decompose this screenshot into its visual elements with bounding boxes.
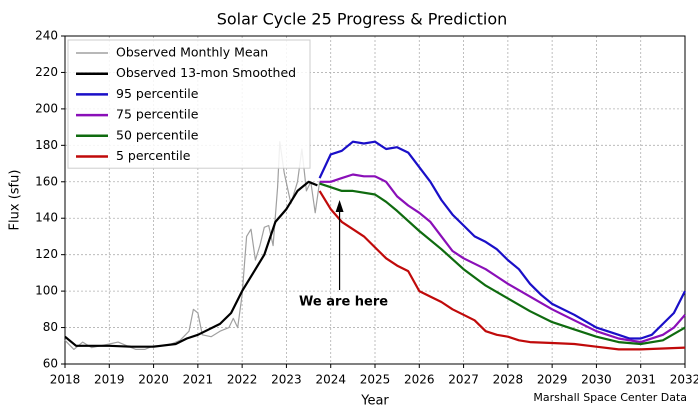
x-tick-label: 2020 [138,373,169,387]
y-tick-label: 240 [35,29,58,43]
x-tick-label: 2026 [404,373,435,387]
x-tick-label: 2032 [670,373,698,387]
x-tick-label: 2021 [183,373,214,387]
x-tick-label: 2027 [448,373,479,387]
x-tick-label: 2029 [537,373,568,387]
y-tick-label: 160 [35,174,58,188]
x-tick-label: 2028 [493,373,524,387]
legend-label: 75 percentile [116,107,199,122]
x-tick-label: 2019 [94,373,125,387]
plot-frame [64,35,686,365]
y-tick-label: 120 [35,247,58,261]
x-tick-label: 2031 [625,373,656,387]
annotation-text: We are here [299,295,388,310]
y-tick-label: 200 [35,101,58,115]
annotation-arrowhead [335,200,344,212]
series-line [318,140,686,340]
source-note: Marshall Space Center Data [533,391,687,404]
series-line [319,182,686,346]
legend-label: 5 percentile [116,148,191,163]
chart-title: Solar Cycle 25 Progress & Prediction [217,10,508,29]
legend-label: Observed Monthly Mean [116,45,268,60]
y-tick-label: 80 [43,320,58,334]
y-tick-label: 220 [35,65,58,79]
legend-label: 95 percentile [116,86,199,101]
legend-label: Observed 13-mon Smoothed [116,65,296,80]
series-line [64,141,321,350]
x-tick-label: 2023 [271,373,302,387]
y-tick-label: 140 [35,211,58,225]
x-tick-label: 2024 [315,373,346,387]
series-line [318,190,686,351]
x-tick-label: 2030 [581,373,612,387]
y-axis-label: Flux (sfu) [8,170,23,231]
x-tick-label: 2022 [227,373,258,387]
series-line [319,173,686,344]
series-line [64,180,318,348]
y-tick-label: 180 [35,138,58,152]
x-tick-label: 2018 [50,373,81,387]
x-axis-label: Year [360,394,389,409]
y-tick-label: 100 [35,284,58,298]
y-tick-label: 60 [43,357,58,371]
x-tick-label: 2025 [360,373,391,387]
legend-box [67,39,311,169]
legend-label: 50 percentile [116,127,199,142]
